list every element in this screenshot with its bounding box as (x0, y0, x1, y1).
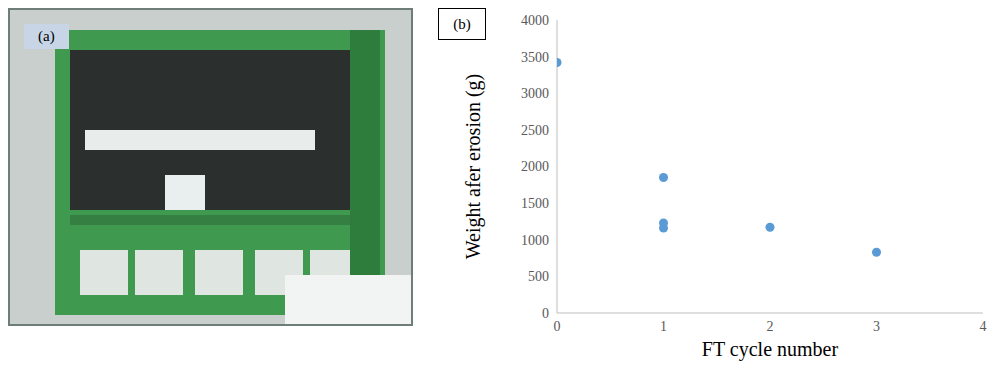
svg-text:FT cycle number: FT cycle number (702, 338, 839, 361)
svg-text:500: 500 (528, 269, 549, 284)
svg-text:0: 0 (542, 306, 549, 321)
svg-text:4000: 4000 (521, 13, 549, 28)
svg-text:Weight afer erosion (g): Weight afer erosion (g) (462, 74, 485, 260)
svg-text:3000: 3000 (521, 86, 549, 101)
svg-text:4: 4 (980, 319, 987, 334)
svg-text:2000: 2000 (521, 159, 549, 174)
svg-text:2: 2 (767, 319, 774, 334)
html-text:(a): (a) (38, 28, 55, 44)
html-text:(b): (b) (453, 15, 471, 32)
svg-text:1500: 1500 (521, 196, 549, 211)
svg-text:2500: 2500 (521, 123, 549, 138)
svg-text:3500: 3500 (521, 50, 549, 65)
svg-text:3: 3 (873, 319, 880, 334)
svg-text:1: 1 (660, 319, 667, 334)
svg-text:0: 0 (554, 319, 561, 334)
svg-text:1000: 1000 (521, 233, 549, 248)
